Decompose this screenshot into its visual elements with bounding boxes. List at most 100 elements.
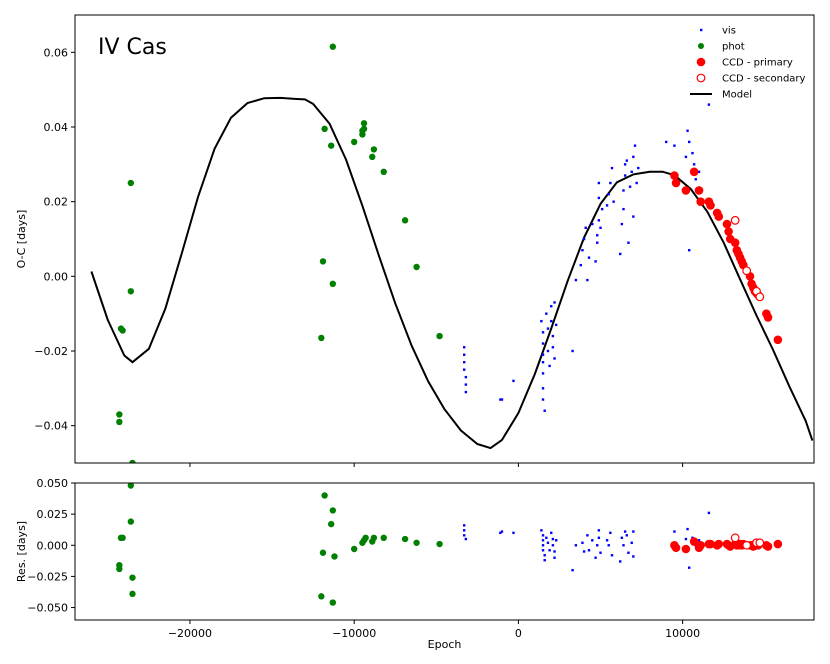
bottom-point-vis bbox=[673, 530, 676, 533]
top-y-tick-label: −0.02 bbox=[34, 345, 68, 358]
bottom-point-phot bbox=[350, 545, 358, 553]
top-point-vis bbox=[541, 398, 545, 401]
bottom-point-phot bbox=[329, 599, 337, 606]
top-y-tick-label: 0.06 bbox=[44, 46, 69, 59]
top-point-vis bbox=[596, 241, 599, 244]
bottom-y-tick-label: 0.025 bbox=[37, 508, 69, 521]
bottom-y-tick-label: 0.000 bbox=[37, 539, 69, 552]
bottom-point-ccd-secondary bbox=[730, 533, 740, 543]
bottom-point-ccd-secondary bbox=[742, 540, 752, 550]
bottom-point-ccd-primary bbox=[763, 542, 773, 551]
top-point-vis bbox=[605, 204, 609, 207]
top-point-vis bbox=[463, 353, 466, 356]
top-point-ccd-primary bbox=[671, 178, 681, 188]
legend: vis phot CCD - primary CCD - secondary Model bbox=[690, 26, 806, 101]
bottom-point-ccd-secondary bbox=[755, 538, 765, 548]
top-plot-area bbox=[90, 43, 814, 463]
top-point-vis bbox=[463, 361, 466, 364]
bottom-point-phot bbox=[401, 535, 409, 543]
legend-label-ccd-secondary: CCD - secondary bbox=[722, 74, 806, 85]
bottom-point-vis bbox=[597, 536, 601, 539]
bottom-y-axis-label: Res. [days] bbox=[15, 521, 28, 582]
bottom-point-vis bbox=[512, 531, 515, 535]
top-y-tick-label: −0.04 bbox=[34, 420, 68, 433]
top-point-vis bbox=[546, 349, 550, 353]
top-point-phot bbox=[350, 138, 358, 146]
bottom-point-vis bbox=[582, 550, 586, 553]
legend-marker-phot bbox=[698, 43, 704, 49]
top-point-vis bbox=[500, 398, 504, 401]
top-point-ccd-secondary bbox=[742, 266, 752, 276]
top-point-vis bbox=[586, 278, 589, 282]
legend-label-phot: phot bbox=[722, 42, 745, 53]
top-point-vis bbox=[596, 234, 599, 237]
top-point-vis bbox=[599, 226, 602, 229]
top-point-vis bbox=[463, 368, 466, 371]
bottom-point-phot bbox=[370, 534, 378, 541]
bottom-point-phot bbox=[380, 534, 387, 541]
bottom-point-vis bbox=[623, 530, 627, 533]
top-point-vis bbox=[541, 361, 545, 364]
top-point-vis bbox=[637, 166, 640, 170]
top-point-vis bbox=[584, 226, 587, 229]
top-y-axis-label: O-C [days] bbox=[15, 210, 28, 269]
bottom-point-vis bbox=[632, 555, 635, 558]
top-point-vis bbox=[630, 170, 633, 173]
top-point-vis bbox=[609, 181, 612, 185]
bottom-point-vis bbox=[463, 524, 466, 527]
bottom-point-vis bbox=[707, 511, 711, 515]
top-point-vis bbox=[687, 249, 691, 252]
bottom-point-phot bbox=[318, 593, 325, 600]
top-point-vis bbox=[464, 375, 468, 379]
top-point-vis bbox=[540, 319, 543, 323]
top-point-vis bbox=[707, 103, 711, 106]
bottom-point-vis bbox=[619, 560, 622, 563]
bottom-axes: −0.050 −0.025 0.000 0.025 0.050 −20000 −10000 0… bbox=[27, 477, 700, 640]
legend-marker-ccd-secondary bbox=[696, 73, 706, 83]
bottom-point-ccd-primary bbox=[671, 543, 681, 553]
bottom-point-ccd-primary bbox=[714, 539, 724, 549]
bottom-point-phot bbox=[116, 565, 123, 573]
bottom-point-vis bbox=[594, 556, 597, 559]
top-point-vis bbox=[553, 357, 556, 360]
top-point-vis bbox=[551, 346, 555, 349]
bottom-point-vis bbox=[609, 531, 612, 535]
top-point-vis bbox=[607, 193, 610, 196]
bottom-point-phot bbox=[119, 534, 126, 541]
top-point-phot bbox=[380, 168, 387, 175]
bottom-point-ccd-primary bbox=[681, 544, 691, 554]
bottom-plot-frame bbox=[74, 482, 815, 621]
top-point-vis bbox=[600, 207, 604, 211]
bottom-point-vis bbox=[545, 536, 548, 539]
top-point-phot bbox=[360, 120, 368, 127]
legend-label-vis: vis bbox=[722, 26, 736, 37]
top-point-vis bbox=[464, 390, 468, 394]
top-point-vis bbox=[697, 170, 701, 173]
bottom-point-vis bbox=[632, 530, 635, 533]
top-point-ccd-primary bbox=[730, 238, 740, 248]
star-name-label: IV Cas bbox=[98, 35, 167, 60]
top-model-line bbox=[90, 96, 814, 450]
top-point-ccd-primary bbox=[722, 219, 732, 229]
bottom-point-vis bbox=[551, 544, 555, 547]
legend-marker-ccd-primary bbox=[696, 57, 706, 67]
top-point-vis bbox=[623, 174, 627, 177]
bottom-panel: −0.050 −0.025 0.000 0.025 0.050 −20000 −10000 0… bbox=[15, 477, 815, 651]
top-point-vis bbox=[597, 181, 601, 185]
bottom-y-tick-label: −0.025 bbox=[27, 570, 68, 583]
bottom-y-tick-label: −0.050 bbox=[27, 602, 68, 615]
bottom-point-phot bbox=[327, 520, 335, 528]
top-point-ccd-primary bbox=[696, 197, 705, 206]
top-point-vis bbox=[554, 323, 558, 327]
top-point-vis bbox=[628, 185, 632, 188]
top-point-vis bbox=[581, 249, 584, 252]
bottom-point-vis bbox=[464, 537, 468, 541]
bottom-point-vis bbox=[625, 534, 628, 537]
top-point-ccd-primary bbox=[763, 313, 773, 322]
top-point-phot bbox=[127, 179, 135, 187]
top-point-vis bbox=[541, 387, 545, 390]
bottom-point-vis bbox=[607, 544, 610, 547]
top-point-vis bbox=[512, 379, 515, 383]
bottom-point-vis bbox=[554, 539, 558, 542]
top-point-phot bbox=[327, 142, 335, 149]
